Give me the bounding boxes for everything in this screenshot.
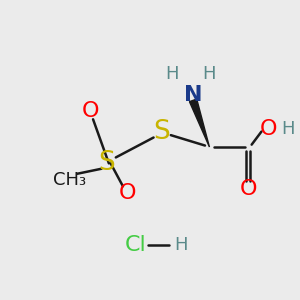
Text: H: H <box>175 236 188 254</box>
Text: CH₃: CH₃ <box>53 171 86 189</box>
Text: O: O <box>239 178 257 199</box>
Text: S: S <box>98 150 115 176</box>
Text: S: S <box>154 119 170 145</box>
Text: H: H <box>203 65 216 83</box>
Text: N: N <box>184 85 202 105</box>
Text: H: H <box>166 65 179 83</box>
Text: Cl: Cl <box>124 235 146 255</box>
Text: O: O <box>82 101 99 122</box>
Text: O: O <box>260 119 278 139</box>
Text: H: H <box>281 120 295 138</box>
Text: O: O <box>119 183 136 203</box>
Polygon shape <box>190 99 209 147</box>
